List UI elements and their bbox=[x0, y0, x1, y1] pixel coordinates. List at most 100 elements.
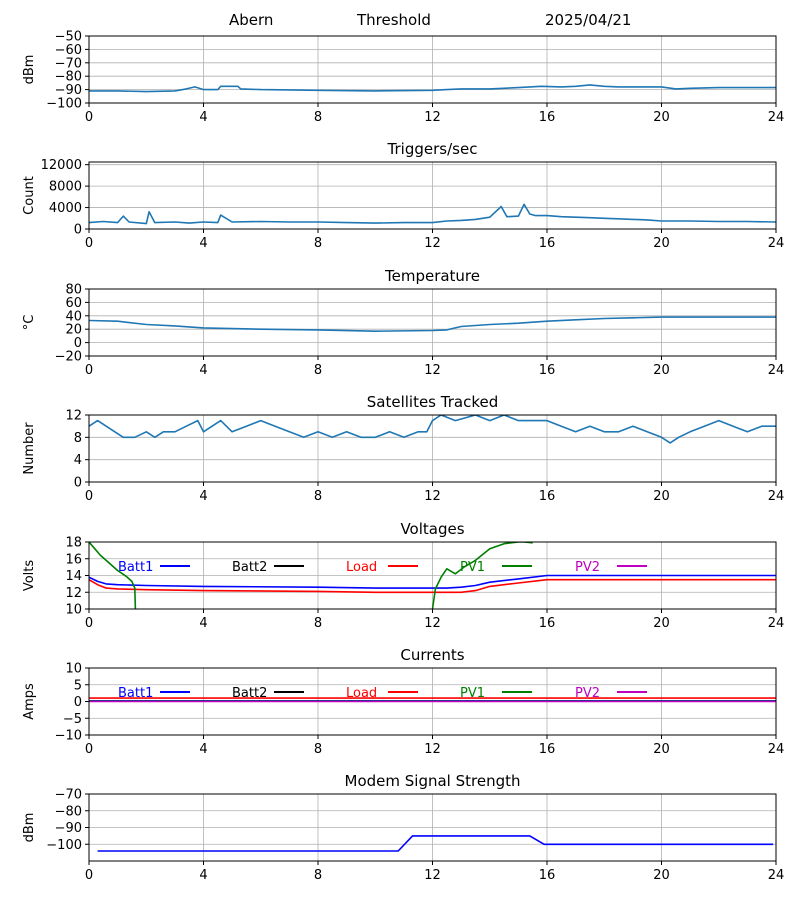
y-tick-label: 10 bbox=[65, 662, 82, 677]
series-line-batt1 bbox=[89, 574, 776, 589]
y-tick-label: −70 bbox=[55, 788, 82, 803]
y-tick-label: 4 bbox=[74, 453, 82, 468]
x-tick-label: 12 bbox=[424, 742, 441, 757]
y-tick-label: 8 bbox=[74, 431, 82, 446]
y-tick-label: −50 bbox=[55, 30, 82, 45]
y-tick-label: 14 bbox=[65, 569, 82, 584]
x-tick-label: 0 bbox=[85, 363, 93, 378]
chart-modem: 0 4 8 12 16 20 24 −100 −90 −80−70 Modem Signal Str… bbox=[22, 772, 784, 883]
x-tick-label: 0 bbox=[85, 742, 93, 757]
series-line-pv1 bbox=[89, 542, 533, 609]
x-tick-label: 20 bbox=[653, 236, 670, 251]
y-axis-label: Number bbox=[22, 422, 37, 475]
x-tick-label: 16 bbox=[539, 363, 556, 378]
y-tick-label: −100 bbox=[46, 97, 82, 112]
x-tick-label: 0 bbox=[85, 616, 93, 631]
chart-title: Voltages bbox=[400, 520, 464, 538]
y-tick-label: 5 bbox=[74, 678, 82, 693]
y-tick-label: 0 bbox=[74, 695, 82, 710]
y-tick-label: −70 bbox=[55, 56, 82, 71]
x-tick-label: 0 bbox=[85, 110, 93, 125]
y-tick-label: 8000 bbox=[49, 180, 82, 195]
x-tick-label: 20 bbox=[653, 489, 670, 504]
y-tick-label: 80 bbox=[65, 283, 82, 298]
y-tick-label: 12000 bbox=[41, 158, 82, 173]
x-tick-label: 8 bbox=[314, 868, 322, 883]
y-tick-label: 20 bbox=[65, 323, 82, 338]
x-tick-label: 12 bbox=[424, 489, 441, 504]
y-axis-label: Count bbox=[22, 176, 37, 215]
x-tick-label: 4 bbox=[199, 110, 207, 125]
x-tick-label: 8 bbox=[314, 489, 322, 504]
legend-label-pv1: PV1 bbox=[460, 686, 485, 701]
chart-title: Temperature bbox=[384, 267, 480, 285]
y-tick-label: −100 bbox=[46, 838, 82, 853]
legend-label-pv2: PV2 bbox=[575, 686, 600, 701]
chart-threshold: 0 4 8 12 16 20 24 −100−90−80−70−60−50 dBm bbox=[22, 30, 784, 126]
x-tick-label: 8 bbox=[314, 110, 322, 125]
x-tick-label: 16 bbox=[539, 489, 556, 504]
x-tick-label: 20 bbox=[653, 110, 670, 125]
x-tick-label: 24 bbox=[768, 363, 785, 378]
legend-label-batt1: Batt1 bbox=[118, 686, 153, 701]
y-tick-label: −90 bbox=[55, 83, 82, 98]
series-line-main bbox=[89, 84, 776, 93]
y-tick-label: −10 bbox=[55, 729, 82, 744]
station-name: Abern bbox=[229, 11, 274, 29]
x-tick-label: 24 bbox=[768, 236, 785, 251]
x-tick-label: 12 bbox=[424, 868, 441, 883]
chart-title: Modem Signal Strength bbox=[345, 772, 521, 790]
series-line-main bbox=[89, 316, 776, 332]
x-tick-label: 8 bbox=[314, 363, 322, 378]
chart-triggers: 0 4 8 12 16 20 24 0 4000 8000 12000 Triggers/sec Cou… bbox=[22, 140, 784, 251]
x-tick-label: 4 bbox=[199, 616, 207, 631]
x-tick-label: 24 bbox=[768, 868, 785, 883]
x-tick-label: 12 bbox=[424, 110, 441, 125]
x-tick-label: 4 bbox=[199, 363, 207, 378]
x-tick-label: 20 bbox=[653, 868, 670, 883]
y-tick-label: 10 bbox=[65, 603, 82, 618]
x-tick-label: 12 bbox=[424, 616, 441, 631]
y-tick-label: −5 bbox=[63, 712, 82, 727]
y-tick-label: 18 bbox=[65, 536, 82, 551]
y-tick-label: 4000 bbox=[49, 201, 82, 216]
x-tick-label: 4 bbox=[199, 868, 207, 883]
x-tick-label: 0 bbox=[85, 236, 93, 251]
y-axis-label: Volts bbox=[22, 560, 37, 592]
y-tick-label: 0 bbox=[74, 476, 82, 491]
y-tick-label: −90 bbox=[55, 821, 82, 836]
y-axis-label: dBm bbox=[22, 55, 37, 85]
x-tick-label: 0 bbox=[85, 868, 93, 883]
series-line-main bbox=[89, 415, 776, 444]
y-tick-label: −60 bbox=[55, 43, 82, 58]
x-tick-label: 20 bbox=[653, 616, 670, 631]
y-tick-label: 40 bbox=[65, 309, 82, 324]
x-tick-label: 24 bbox=[768, 110, 785, 125]
x-tick-label: 16 bbox=[539, 110, 556, 125]
y-tick-label: 0 bbox=[74, 336, 82, 351]
series-line-main bbox=[97, 835, 774, 852]
y-tick-label: 16 bbox=[65, 552, 82, 567]
y-axis-label: Amps bbox=[22, 683, 37, 720]
legend-label-load: Load bbox=[346, 560, 377, 575]
x-tick-label: 16 bbox=[539, 742, 556, 757]
y-tick-label: 12 bbox=[65, 409, 82, 424]
x-tick-label: 16 bbox=[539, 868, 556, 883]
y-tick-label: 0 bbox=[74, 223, 82, 238]
x-tick-label: 8 bbox=[314, 742, 322, 757]
legend-label-pv2: PV2 bbox=[575, 560, 600, 575]
chart-title: Satellites Tracked bbox=[367, 393, 498, 411]
x-tick-label: 20 bbox=[653, 363, 670, 378]
x-tick-label: 16 bbox=[539, 616, 556, 631]
series-line-load bbox=[89, 578, 776, 594]
y-tick-label: −80 bbox=[55, 70, 82, 85]
x-tick-label: 0 bbox=[85, 489, 93, 504]
y-tick-label: −80 bbox=[55, 804, 82, 819]
y-axis-label: °C bbox=[22, 315, 37, 331]
x-tick-label: 12 bbox=[424, 363, 441, 378]
x-tick-label: 20 bbox=[653, 742, 670, 757]
